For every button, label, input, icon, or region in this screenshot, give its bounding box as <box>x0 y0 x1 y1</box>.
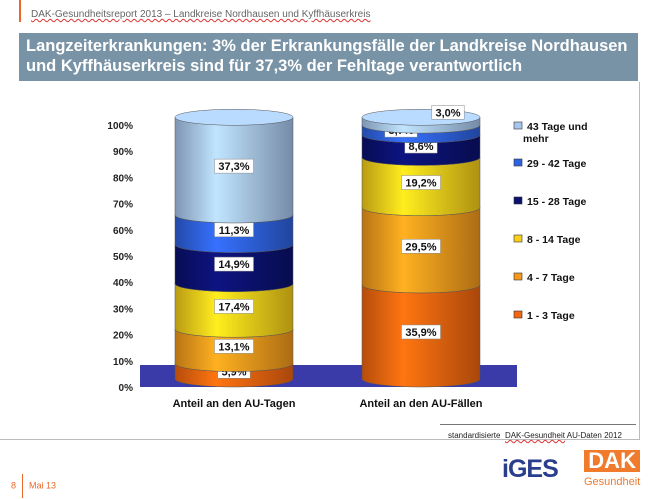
legend-swatch <box>513 158 523 167</box>
legend-label: 1 - 3 Tage <box>527 310 575 322</box>
data-label: 11,3% <box>219 225 250 237</box>
y-tick-label: 100% <box>107 121 133 132</box>
data-label-box <box>214 256 254 272</box>
legend-label: 8 - 14 Tage <box>527 234 581 246</box>
data-label: 29,5% <box>405 241 436 253</box>
legend-label: 29 - 42 Tage <box>527 158 586 170</box>
report-title: DAK-Gesundheitsreport 2013 – Landkreise … <box>31 9 371 20</box>
data-label-box <box>401 324 441 340</box>
y-tick-label: 70% <box>113 200 133 211</box>
accent-line <box>19 0 21 22</box>
footer: 8 Mai 13 <box>11 474 56 498</box>
bar-segment-top <box>174 109 294 126</box>
data-label: 37,3% <box>218 161 249 173</box>
source-note: standardisierte DAK-Gesundheit AU-Daten … <box>448 431 622 440</box>
data-label: 8,6% <box>408 141 433 153</box>
legend-swatch <box>513 121 523 130</box>
legend-swatch <box>513 234 523 243</box>
legend-swatch <box>513 310 523 319</box>
y-tick-label: 90% <box>113 147 133 158</box>
y-tick-label: 20% <box>113 331 133 342</box>
y-tick-label: 60% <box>113 226 133 237</box>
y-tick-label: 10% <box>113 357 133 368</box>
data-label-box <box>214 339 254 354</box>
legend-label: mehr <box>523 133 549 145</box>
y-tick-label: 40% <box>113 278 133 289</box>
legend-label: 4 - 7 Tage <box>527 272 575 284</box>
legend-swatch <box>513 196 523 205</box>
slide-title: Langzeiterkrankungen: 3% der Erkrankungs… <box>19 33 638 81</box>
y-tick-label: 80% <box>113 173 133 184</box>
y-tick-label: 50% <box>113 252 133 263</box>
title-line-2: und Kyffhäuserkreis sind für 37,3% der F… <box>26 57 523 75</box>
legend-label: 15 - 28 Tage <box>527 196 586 208</box>
source-divider <box>440 424 636 425</box>
x-category-label: Anteil an den AU-Tagen <box>173 398 296 410</box>
data-label: 19,2% <box>405 178 436 190</box>
dak-logo: DAK Gesundheit <box>584 448 641 488</box>
y-tick-label: 30% <box>113 304 133 315</box>
legend-swatch <box>513 272 523 281</box>
panel-border <box>639 82 640 439</box>
data-label: 14,9% <box>218 259 249 271</box>
data-label-box <box>401 175 441 190</box>
data-label-box <box>401 239 441 254</box>
legend-label: 43 Tage und <box>527 121 587 133</box>
iges-logo: iGES <box>502 455 559 483</box>
footer-date: Mai 13 <box>29 480 57 491</box>
data-label-box <box>214 299 254 314</box>
data-label-box <box>214 158 254 174</box>
title-line-1: Langzeiterkrankungen: 3% der Erkrankungs… <box>26 37 628 55</box>
y-tick-label: 0% <box>119 383 134 394</box>
data-label: 13,1% <box>218 341 249 353</box>
x-category-label: Anteil an den AU-Fällen <box>359 398 482 410</box>
page-number: 8 <box>11 480 17 491</box>
data-label: 35,9% <box>405 327 436 339</box>
data-label: 3,0% <box>435 107 460 119</box>
panel-border-bottom <box>0 439 640 440</box>
data-label: 17,4% <box>218 301 249 313</box>
data-label-box <box>431 105 465 120</box>
